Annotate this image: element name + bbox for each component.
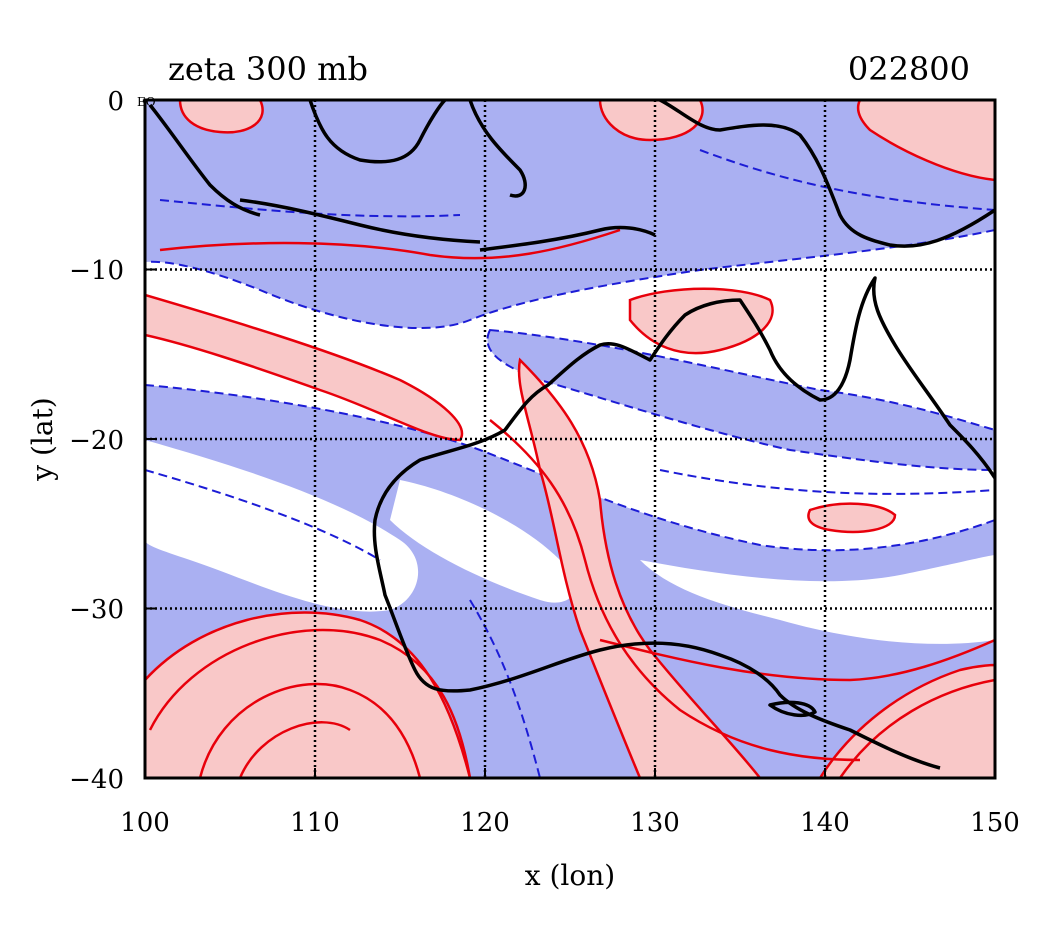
figure-timestamp: 022800 — [848, 50, 970, 88]
x-tick-labels: 100 110 120 130 140 150 — [120, 808, 1020, 838]
y-tick-label: −40 — [69, 765, 124, 795]
x-tick-label: 100 — [120, 808, 170, 838]
x-tick-label: 120 — [460, 808, 510, 838]
y-tick-label: −20 — [69, 426, 124, 456]
y-axis-label: y (lat) — [26, 397, 59, 481]
grid — [145, 100, 995, 778]
neutral-regions — [145, 440, 995, 644]
sulawesi-coastline — [468, 100, 527, 198]
north-contour-1 — [159, 228, 621, 260]
positive-patch-east-mid — [807, 502, 897, 534]
lesser-sunda-coastline — [479, 225, 656, 252]
x-axis-label: x (lon) — [525, 859, 615, 892]
x-tick-label: 150 — [970, 808, 1020, 838]
positive-patch-top-right — [856, 100, 995, 182]
y-tick-label: −10 — [69, 256, 124, 286]
y-tick-label: −30 — [69, 595, 124, 625]
neg-contour-1 — [145, 469, 381, 561]
y-tick-label: 0 — [107, 87, 124, 117]
swirl-ring-1 — [148, 628, 472, 778]
negative-region-north-band — [145, 100, 995, 330]
positive-contour-lines — [148, 228, 995, 778]
neutral-band-central — [390, 480, 575, 603]
swirl-ring-2 — [198, 682, 422, 778]
sumatra-coastline — [148, 103, 261, 217]
x-tick-label: 130 — [630, 808, 680, 838]
equator-label: EQ — [137, 95, 156, 109]
negative-region-mid-band — [486, 328, 995, 472]
tick-marks — [145, 268, 826, 778]
figure-title: zeta 300 mb — [168, 50, 368, 88]
x-tick-label: 140 — [800, 808, 850, 838]
contour-field — [145, 100, 995, 778]
tasmania-coastline — [768, 700, 817, 718]
borneo-coastline — [308, 100, 447, 164]
neg-contour-4 — [699, 149, 995, 211]
diagonal-contour-1 — [489, 419, 861, 762]
java-coastline — [239, 198, 481, 244]
neutral-band-west — [145, 440, 419, 612]
neg-contour-2 — [659, 469, 995, 495]
y-tick-labels: 0 −10 −20 −30 −40 — [69, 87, 124, 795]
positive-patch-north-west — [178, 100, 264, 134]
southeast-ring — [838, 678, 995, 778]
x-tick-label: 110 — [290, 808, 340, 838]
diagonal-contour-2 — [599, 638, 995, 682]
swirl-ring-3 — [238, 721, 351, 778]
australia-coastline — [372, 276, 995, 770]
neutral-band-east — [640, 555, 995, 644]
